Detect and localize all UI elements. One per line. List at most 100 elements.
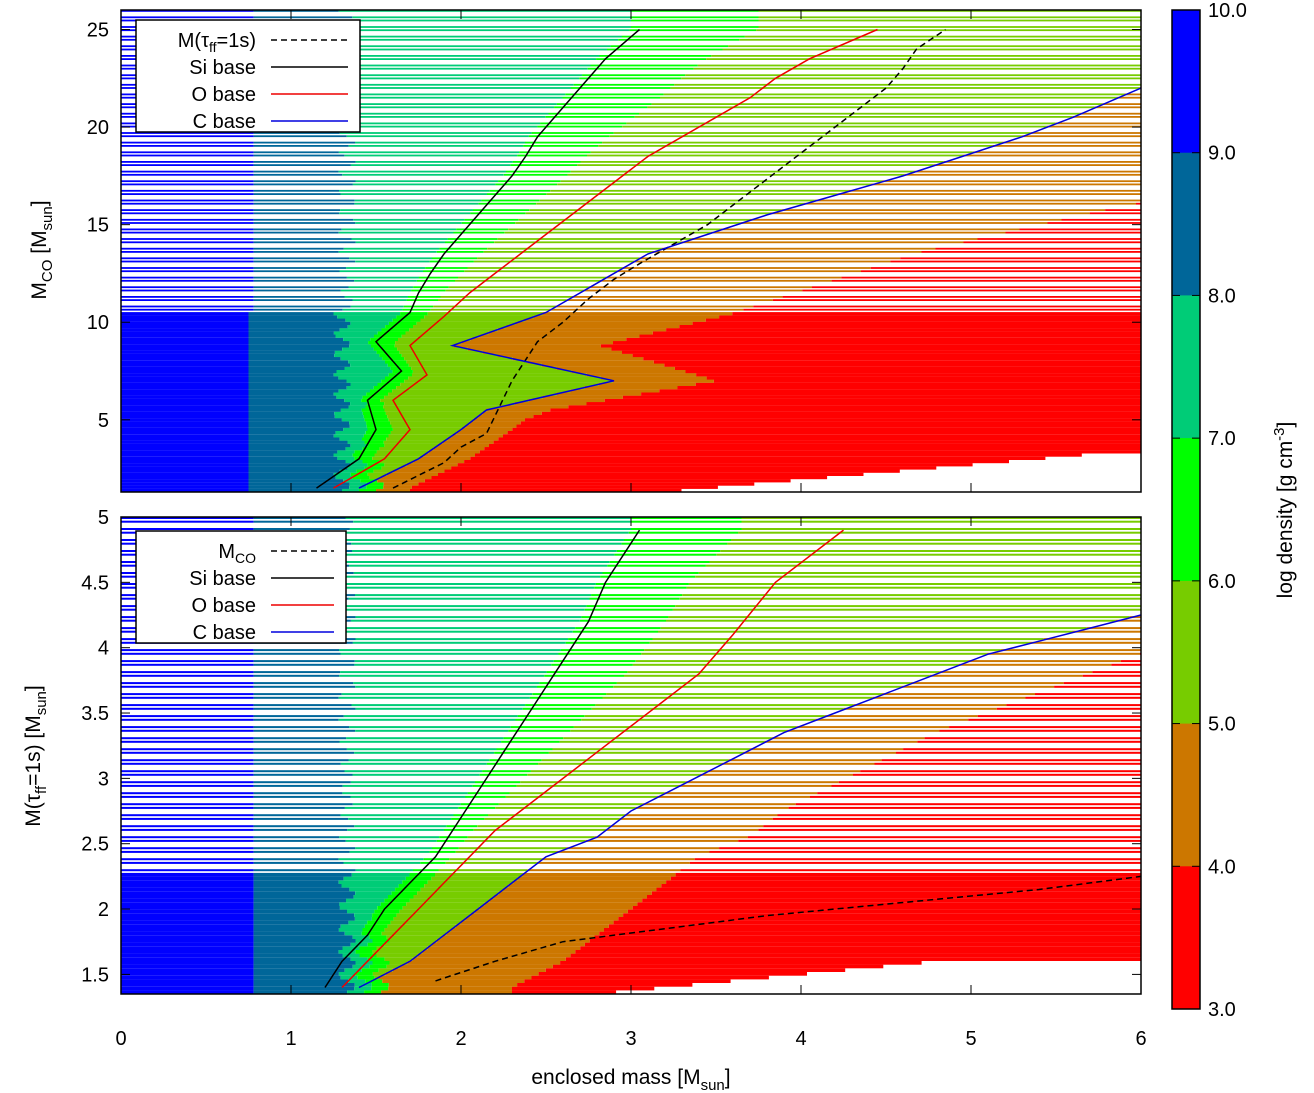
bot-heat-cell <box>253 773 353 776</box>
top-heat-cell <box>666 328 1141 332</box>
bot-heat-cell <box>624 539 731 541</box>
bot-ytick-label: 3 <box>98 768 109 790</box>
bot-heat-cell <box>121 946 254 950</box>
bot-heat-cell <box>420 887 504 892</box>
bot-heat-cell <box>527 773 700 776</box>
top-heat-cell <box>352 453 375 457</box>
bot-heat-cell <box>584 608 673 611</box>
bot-heat-cell <box>977 715 1141 718</box>
top-heat-cell <box>333 373 389 377</box>
bot-heat-cell <box>599 931 1141 936</box>
bot-heat-cell <box>376 953 418 958</box>
top-heat-cell <box>121 305 254 308</box>
top-heat-cell <box>379 353 402 358</box>
top-heat-cell <box>706 58 1141 60</box>
top-heat-cell <box>451 466 937 470</box>
top-heat-cell <box>411 289 446 292</box>
top-heat-cell <box>720 228 1020 231</box>
top-heat-cell <box>350 402 368 406</box>
bot-heat-cell <box>584 715 825 718</box>
bot-heat-cell <box>253 957 351 961</box>
top-heat-cell <box>337 450 355 454</box>
top-heat-cell <box>536 202 804 205</box>
bot-heat-cell <box>391 891 418 895</box>
top-heat-cell <box>447 238 498 240</box>
bot-heat-cell <box>741 528 1141 530</box>
top-heat-cell <box>488 331 653 335</box>
top-heat-cell <box>248 318 346 322</box>
bot-heat-cell <box>121 887 254 892</box>
top-heat-cell <box>342 347 374 351</box>
bot-heat-cell <box>253 858 339 861</box>
top-heat-cell <box>600 376 707 380</box>
bot-heat-cell <box>121 880 254 884</box>
bot-heat-cell <box>355 891 392 895</box>
bot-heat-cell <box>743 751 896 754</box>
x-tick-label: 2 <box>455 1028 466 1050</box>
bot-heat-cell <box>489 759 542 762</box>
bot-heat-cell <box>253 928 339 932</box>
bot-heat-cell <box>709 561 1141 563</box>
bot-heat-cell <box>589 939 1141 943</box>
top-ytick-label: 5 <box>98 410 109 432</box>
bot-heat-cell <box>364 990 382 994</box>
x-tick-label: 3 <box>625 1028 636 1050</box>
top-heat-cell <box>340 193 488 195</box>
bot-heat-cell <box>121 898 254 903</box>
bot-heat-cell <box>338 696 530 699</box>
top-heat-cell <box>556 392 642 396</box>
top-heat-cell <box>350 35 622 38</box>
bot-heat-cell <box>121 913 254 917</box>
bot-heat-cell <box>610 825 764 828</box>
top-heat-cell <box>121 241 254 244</box>
bot-heat-cell <box>352 803 461 806</box>
bot-heat-cell <box>853 773 1141 776</box>
top-heat-cell <box>439 247 488 250</box>
top-heat-cell <box>481 199 540 202</box>
top-heat-cell <box>248 475 336 480</box>
bot-heat-cell <box>731 539 1141 541</box>
bot-heat-cell <box>721 762 875 765</box>
top-heat-cell <box>365 405 384 409</box>
top-heat-cell <box>340 289 412 292</box>
top-heat-cell <box>337 456 355 460</box>
bot-heat-cell <box>641 652 987 655</box>
top-heat-cell <box>531 132 614 134</box>
top-heat-cell <box>253 135 347 138</box>
bot-heat-cell <box>604 928 1141 932</box>
bot-heat-cell <box>608 924 1141 928</box>
top-heat-cell <box>121 135 254 138</box>
bot-heat-cell <box>253 649 339 652</box>
bot-heat-cell <box>424 883 509 888</box>
bot-heat-cell <box>1086 627 1141 630</box>
bot-heat-cell <box>340 924 365 928</box>
bot-heat-cell <box>253 748 347 751</box>
bot-heat-cell <box>1063 682 1141 685</box>
top-heat-cell <box>336 369 393 374</box>
bot-heat-cell <box>121 935 254 939</box>
top-heat-cell <box>341 87 571 89</box>
bot-heat-cell <box>253 737 347 740</box>
top-heat-cell <box>542 395 623 399</box>
top-heat-cell <box>812 286 1141 289</box>
top-heat-cell <box>427 312 543 316</box>
top-heat-cell <box>512 357 644 361</box>
bot-heat-cell <box>719 847 1141 850</box>
top-heat-cell <box>469 421 521 425</box>
top-heat-cell <box>525 141 603 144</box>
bot-heat-cell <box>881 759 1141 762</box>
top-heat-cell <box>121 379 249 383</box>
top-heat-cell <box>253 241 356 244</box>
top-heat-cell <box>498 180 561 183</box>
bot-heat-cell <box>253 913 355 917</box>
top-heat-cell <box>121 466 249 470</box>
top-heat-cell <box>346 125 538 128</box>
bot-heat-cell <box>458 806 496 809</box>
top-heat-cell <box>253 222 356 224</box>
bot-heat-cell <box>524 979 731 983</box>
bot-heat-cell <box>685 781 839 784</box>
x-tick-label: 6 <box>1135 1028 1146 1050</box>
top-heat-cell <box>121 267 254 269</box>
top-y-ticks: 5 10 15 20 25 <box>87 20 1141 432</box>
